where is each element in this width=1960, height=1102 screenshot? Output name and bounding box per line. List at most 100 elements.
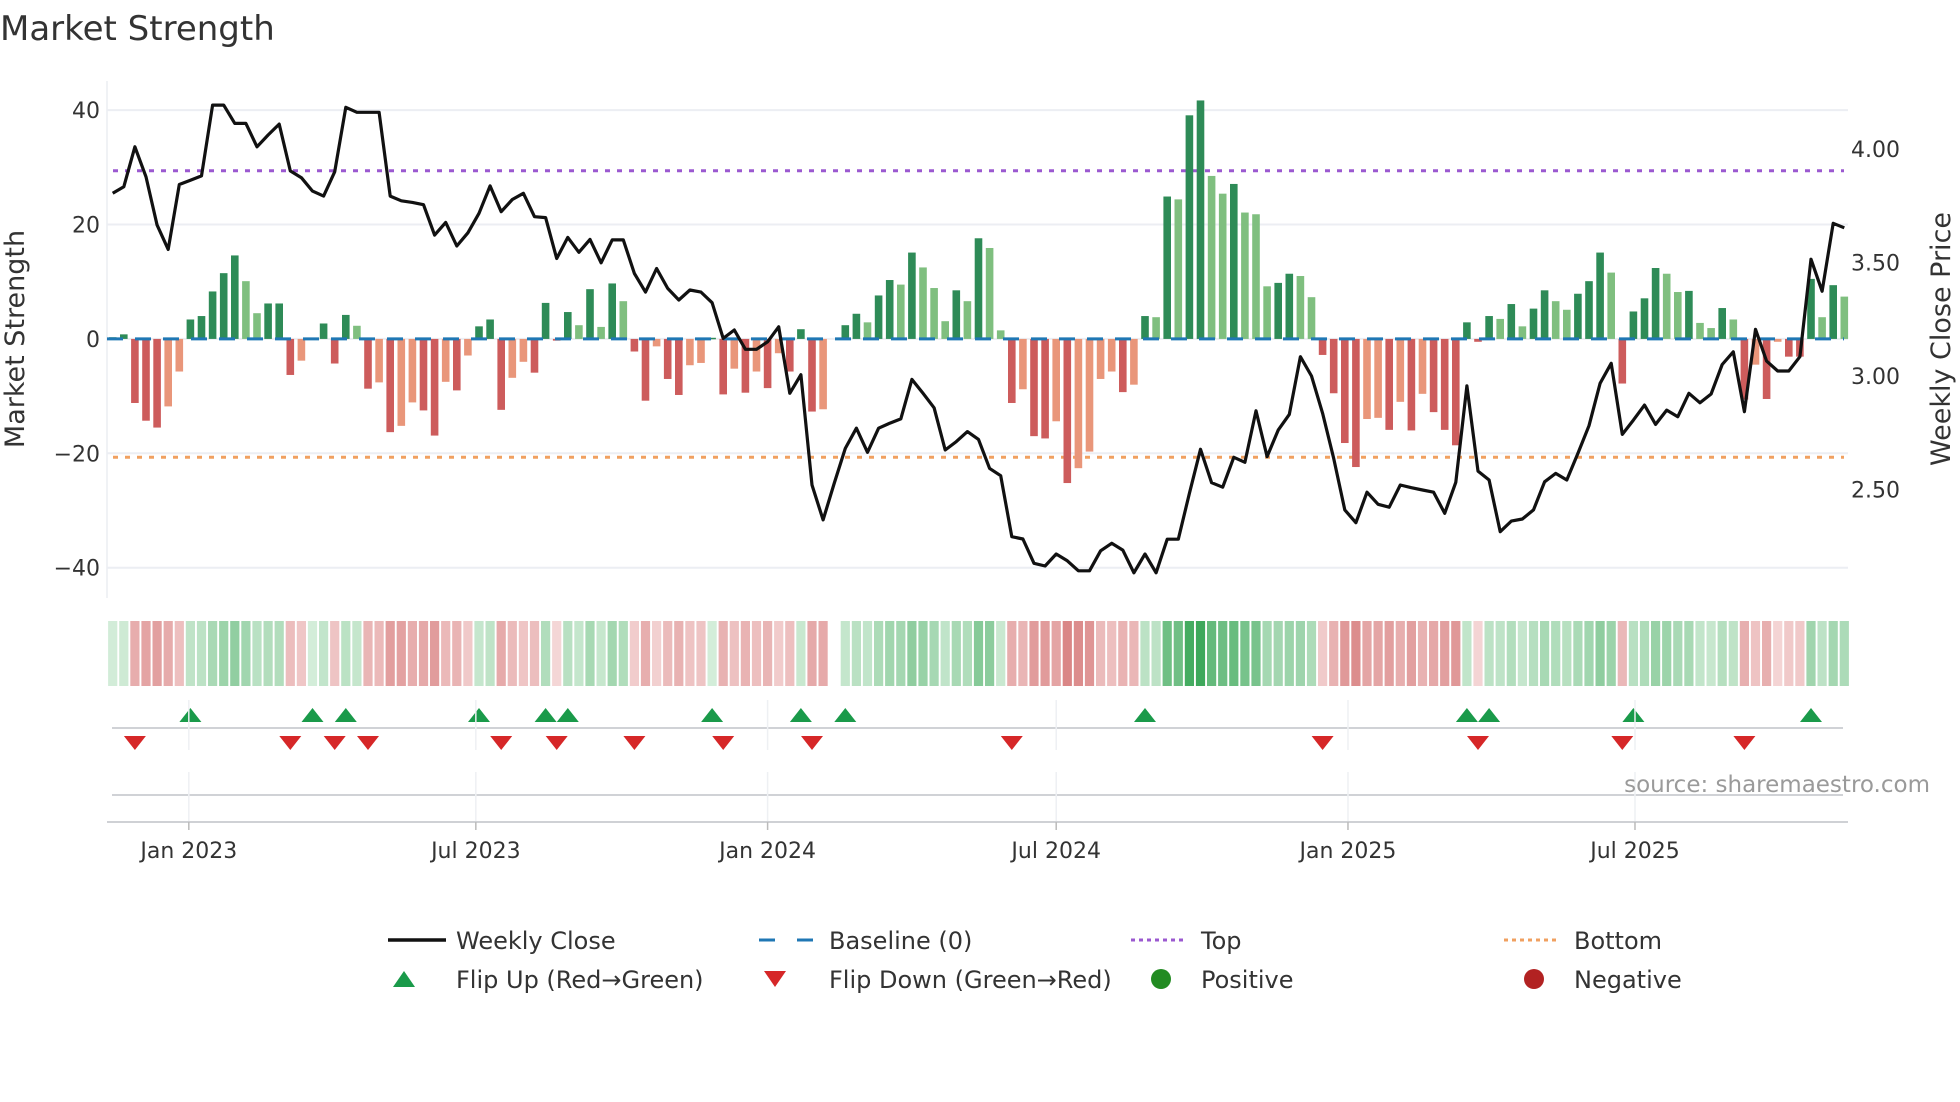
heat-cell bbox=[1540, 621, 1550, 686]
bar bbox=[1418, 338, 1427, 394]
bar bbox=[897, 284, 905, 339]
heat-cell bbox=[1750, 621, 1761, 686]
bar bbox=[1574, 293, 1582, 339]
heat-cell bbox=[174, 621, 184, 686]
heat-cell bbox=[474, 621, 484, 686]
bar bbox=[1385, 338, 1393, 430]
legend-circle-icon bbox=[1151, 969, 1171, 989]
heat-cell bbox=[1373, 621, 1383, 686]
bar bbox=[852, 313, 861, 339]
bar bbox=[297, 338, 306, 361]
bar bbox=[1496, 318, 1504, 339]
heat-cell bbox=[1440, 621, 1450, 686]
heat-cell bbox=[1084, 621, 1095, 686]
heat-cell bbox=[1673, 621, 1683, 686]
legend-item-flip_up: Flip Up (Red→Green) bbox=[393, 966, 704, 994]
flip-markers bbox=[112, 708, 1843, 796]
heat-cell bbox=[374, 621, 384, 686]
heat-cell bbox=[985, 621, 995, 686]
heat-cell bbox=[1739, 621, 1749, 686]
strength-heat-strip bbox=[108, 621, 1849, 686]
bar bbox=[652, 338, 661, 347]
heat-cell bbox=[1406, 621, 1416, 686]
legend-label: Baseline (0) bbox=[829, 927, 972, 955]
heat-cell bbox=[285, 621, 295, 686]
heat-cell bbox=[1662, 621, 1672, 686]
heat-cell bbox=[996, 621, 1006, 686]
bar bbox=[1662, 273, 1671, 339]
bar bbox=[441, 338, 450, 382]
heat-cell bbox=[1517, 621, 1527, 686]
heat-cell bbox=[1806, 621, 1816, 686]
legend-item-bottom: Bottom bbox=[1504, 927, 1662, 955]
flip-up-marker bbox=[1478, 708, 1501, 722]
bar bbox=[342, 314, 350, 339]
heat-cell bbox=[1040, 621, 1050, 686]
legend: Weekly Close Baseline (0) Top Bottom Flip Up… bbox=[388, 927, 1682, 994]
legend-item-top: Top bbox=[1131, 927, 1242, 955]
flip-up-marker bbox=[334, 708, 357, 722]
heat-cell bbox=[1595, 621, 1605, 686]
heat-cell bbox=[1773, 621, 1783, 686]
bar bbox=[597, 326, 605, 339]
bar bbox=[697, 338, 705, 363]
heat-cell bbox=[862, 621, 873, 686]
heat-cell bbox=[840, 621, 850, 686]
bar bbox=[219, 273, 228, 339]
left-axis-title: Market Strength bbox=[0, 230, 31, 448]
heat-cell bbox=[507, 621, 517, 686]
heat-cell bbox=[363, 621, 373, 686]
heat-cell bbox=[1395, 621, 1405, 686]
heat-cell bbox=[219, 621, 229, 686]
y-tick-label: 40 bbox=[72, 99, 100, 124]
heat-cell bbox=[563, 621, 573, 686]
heat-cell bbox=[874, 621, 884, 686]
bar bbox=[774, 338, 783, 354]
heat-cell bbox=[1173, 621, 1183, 686]
heat-cell bbox=[1129, 621, 1139, 686]
flip-up-marker bbox=[556, 708, 579, 722]
heat-cell bbox=[1728, 621, 1738, 686]
bar bbox=[1762, 338, 1771, 399]
heat-cell bbox=[1329, 621, 1339, 686]
weekly-close-line bbox=[111, 103, 1845, 575]
flip-up-marker bbox=[468, 708, 490, 722]
heat-cell bbox=[1229, 621, 1239, 686]
heat-cell bbox=[1207, 621, 1217, 686]
heat-cell bbox=[1018, 621, 1028, 686]
bar bbox=[1063, 338, 1072, 484]
bar bbox=[1651, 268, 1660, 339]
heat-cell bbox=[441, 621, 451, 686]
heat-cell bbox=[307, 621, 318, 686]
heat-cell bbox=[652, 621, 662, 686]
bar bbox=[641, 338, 650, 401]
chart-title: Market Strength bbox=[0, 9, 275, 49]
heat-cell bbox=[274, 621, 284, 686]
heat-cell bbox=[541, 621, 551, 686]
bar bbox=[1074, 338, 1083, 469]
bar bbox=[808, 338, 816, 412]
heat-cell bbox=[529, 621, 540, 686]
bar bbox=[763, 338, 772, 389]
heat-cell bbox=[1306, 621, 1317, 686]
heat-cell bbox=[208, 621, 218, 686]
legend-label: Top bbox=[1200, 927, 1242, 955]
heat-cell bbox=[1484, 621, 1494, 686]
heat-cell bbox=[640, 621, 651, 686]
bar bbox=[508, 338, 517, 378]
bar bbox=[142, 338, 150, 421]
heat-cell bbox=[1639, 621, 1650, 686]
left-axis-ticks: 40 20 0 −20 −40 bbox=[54, 99, 100, 582]
bar bbox=[1119, 338, 1127, 393]
heat-cell bbox=[341, 621, 351, 686]
heat-cell bbox=[185, 621, 195, 686]
x-tick-label: Jul 2024 bbox=[1009, 839, 1101, 864]
x-tick-label: Jan 2025 bbox=[1298, 839, 1397, 864]
bar bbox=[275, 303, 283, 339]
bar bbox=[475, 326, 483, 339]
flip-up-marker bbox=[1800, 708, 1822, 722]
heat-cell bbox=[962, 621, 972, 686]
bar bbox=[1163, 196, 1171, 339]
heat-cell bbox=[1495, 621, 1505, 686]
bar bbox=[286, 338, 295, 375]
